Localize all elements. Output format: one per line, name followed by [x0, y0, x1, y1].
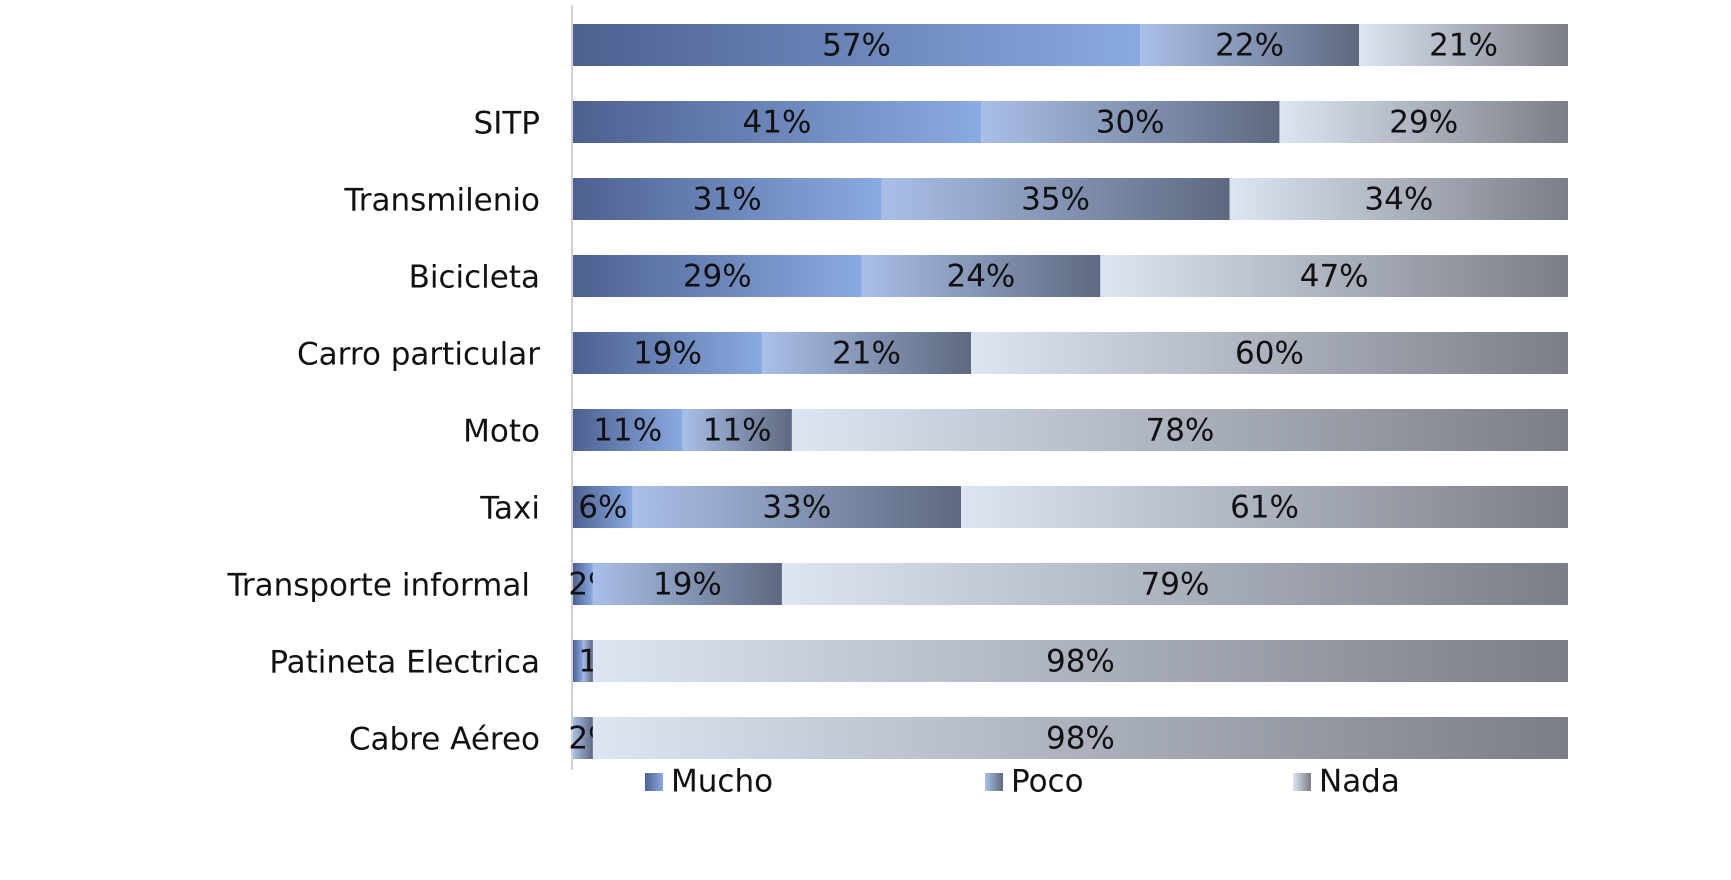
value-label: 41%	[743, 105, 812, 141]
legend-label: Mucho	[671, 764, 773, 800]
bar-segment	[573, 24, 1141, 66]
value-label: 57%	[822, 28, 891, 64]
value-label: 21%	[1429, 28, 1498, 64]
value-label: 19%	[633, 336, 702, 372]
legend-label: Poco	[1011, 764, 1084, 800]
bar-segment	[573, 101, 981, 143]
category-label: Patineta Electrica	[269, 645, 540, 681]
value-label: 34%	[1364, 182, 1433, 218]
bar-segment	[961, 486, 1568, 528]
bar-segment	[573, 717, 593, 759]
value-label: 29%	[683, 259, 752, 295]
category-label: Moto	[463, 414, 540, 450]
category-label: SITP	[474, 106, 540, 142]
value-label: 35%	[1021, 182, 1090, 218]
value-label: 79%	[1141, 567, 1210, 603]
bar-segment	[573, 640, 583, 682]
value-label: 61%	[1230, 490, 1299, 526]
category-label: Transporte informal	[226, 568, 530, 604]
bar-segment	[573, 178, 882, 220]
category-label: Taxi	[479, 491, 540, 527]
legend-swatch	[1293, 773, 1311, 791]
bar-segment	[1100, 255, 1568, 297]
value-label: 31%	[693, 182, 762, 218]
value-label: 60%	[1235, 336, 1304, 372]
category-label: Carro particular	[297, 337, 540, 373]
value-label: 33%	[762, 490, 831, 526]
bar-segment	[1279, 101, 1568, 143]
legend-swatch	[645, 773, 663, 791]
bar-segment	[861, 255, 1101, 297]
value-label: 11%	[703, 413, 772, 449]
bar-segment	[573, 255, 862, 297]
legend-label: Nada	[1319, 764, 1400, 800]
bar-segment	[1359, 24, 1568, 66]
bar-segment	[791, 409, 1568, 451]
value-label: 24%	[946, 259, 1015, 295]
value-label: 22%	[1215, 28, 1284, 64]
bar-segment	[592, 563, 782, 605]
value-label: 98%	[1046, 644, 1115, 680]
bar-segment	[682, 409, 792, 451]
bar-segment	[1229, 178, 1568, 220]
bar-segment	[881, 178, 1230, 220]
value-label: 21%	[832, 336, 901, 372]
legend-swatch	[985, 773, 1003, 791]
value-label: 78%	[1145, 413, 1214, 449]
value-label: 6%	[578, 490, 627, 526]
value-label: 47%	[1300, 259, 1369, 295]
bar-segment	[980, 101, 1280, 143]
bar-segment	[632, 486, 962, 528]
category-label: Transmilenio	[343, 183, 540, 219]
value-label: 29%	[1389, 105, 1458, 141]
bar-segment	[573, 409, 683, 451]
bar-segment	[573, 486, 633, 528]
bar-segment	[971, 332, 1568, 374]
value-label: 98%	[1046, 721, 1115, 757]
value-label: 19%	[653, 567, 722, 603]
bar-segment	[592, 640, 1568, 682]
category-label: Bicicleta	[409, 260, 540, 296]
value-label: 11%	[593, 413, 662, 449]
bar-segment	[573, 563, 593, 605]
value-label: 30%	[1096, 105, 1165, 141]
bar-segment	[592, 717, 1568, 759]
bar-segment	[1140, 24, 1360, 66]
category-label: Cabre Aéreo	[349, 722, 540, 758]
bar-segment	[573, 332, 763, 374]
bar-segment	[582, 640, 593, 682]
bar-segment	[781, 563, 1568, 605]
bar-segment	[762, 332, 971, 374]
